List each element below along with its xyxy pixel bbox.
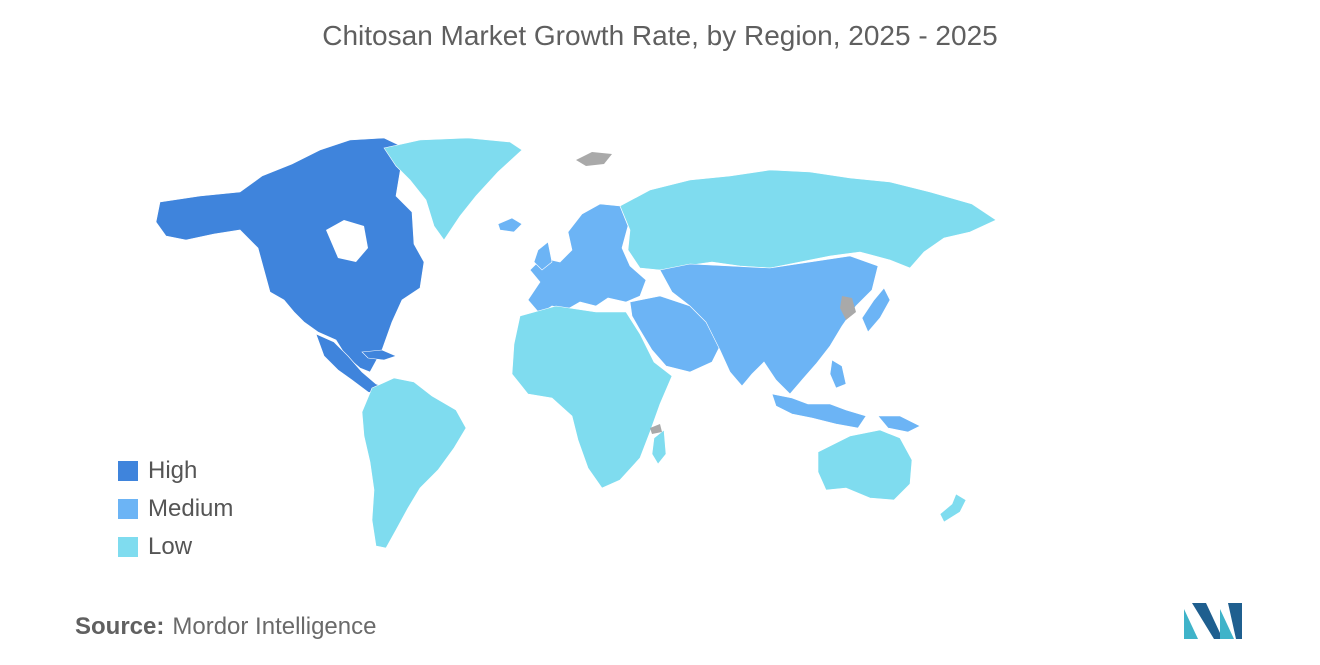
region-japan [861,287,891,333]
region-middle-east [629,295,721,373]
region-uk [533,241,553,271]
legend-label-high: High [148,457,198,484]
source-note: Source: Mordor Intelligence [75,613,376,641]
legend-item-medium: Medium [118,490,233,528]
region-east-africa-island [650,424,662,434]
region-south-america [361,377,467,549]
region-philippines [829,359,847,389]
region-iceland [497,217,523,233]
region-southeast-asia [771,393,867,429]
region-africa [511,305,673,489]
region-russia [619,169,997,271]
legend-item-low: Low [118,528,233,566]
region-new-guinea [877,415,921,433]
legend-item-high: High [118,452,233,490]
region-caribbean [361,349,397,361]
region-europe [527,203,647,315]
mordor-intelligence-logo-icon [1184,603,1242,639]
legend-swatch-medium [118,499,138,519]
region-svalbard [576,152,612,166]
region-asia [659,255,879,395]
source-label: Source: [75,613,165,640]
region-north-america [155,137,425,373]
region-australia [817,429,913,501]
legend-swatch-low [118,537,138,557]
region-greenland [383,137,523,241]
hudson-bay [326,220,368,262]
chart-title: Chitosan Market Growth Rate, by Region, … [322,20,998,51]
region-new-zealand [939,493,967,523]
legend-label-medium: Medium [148,495,234,522]
legend-swatch-high [118,461,138,481]
region-madagascar [651,429,667,465]
source-value: Mordor Intelligence [172,613,377,640]
legend-label-low: Low [148,533,193,560]
region-korea [840,296,856,320]
legend: High Medium Low [118,452,233,566]
